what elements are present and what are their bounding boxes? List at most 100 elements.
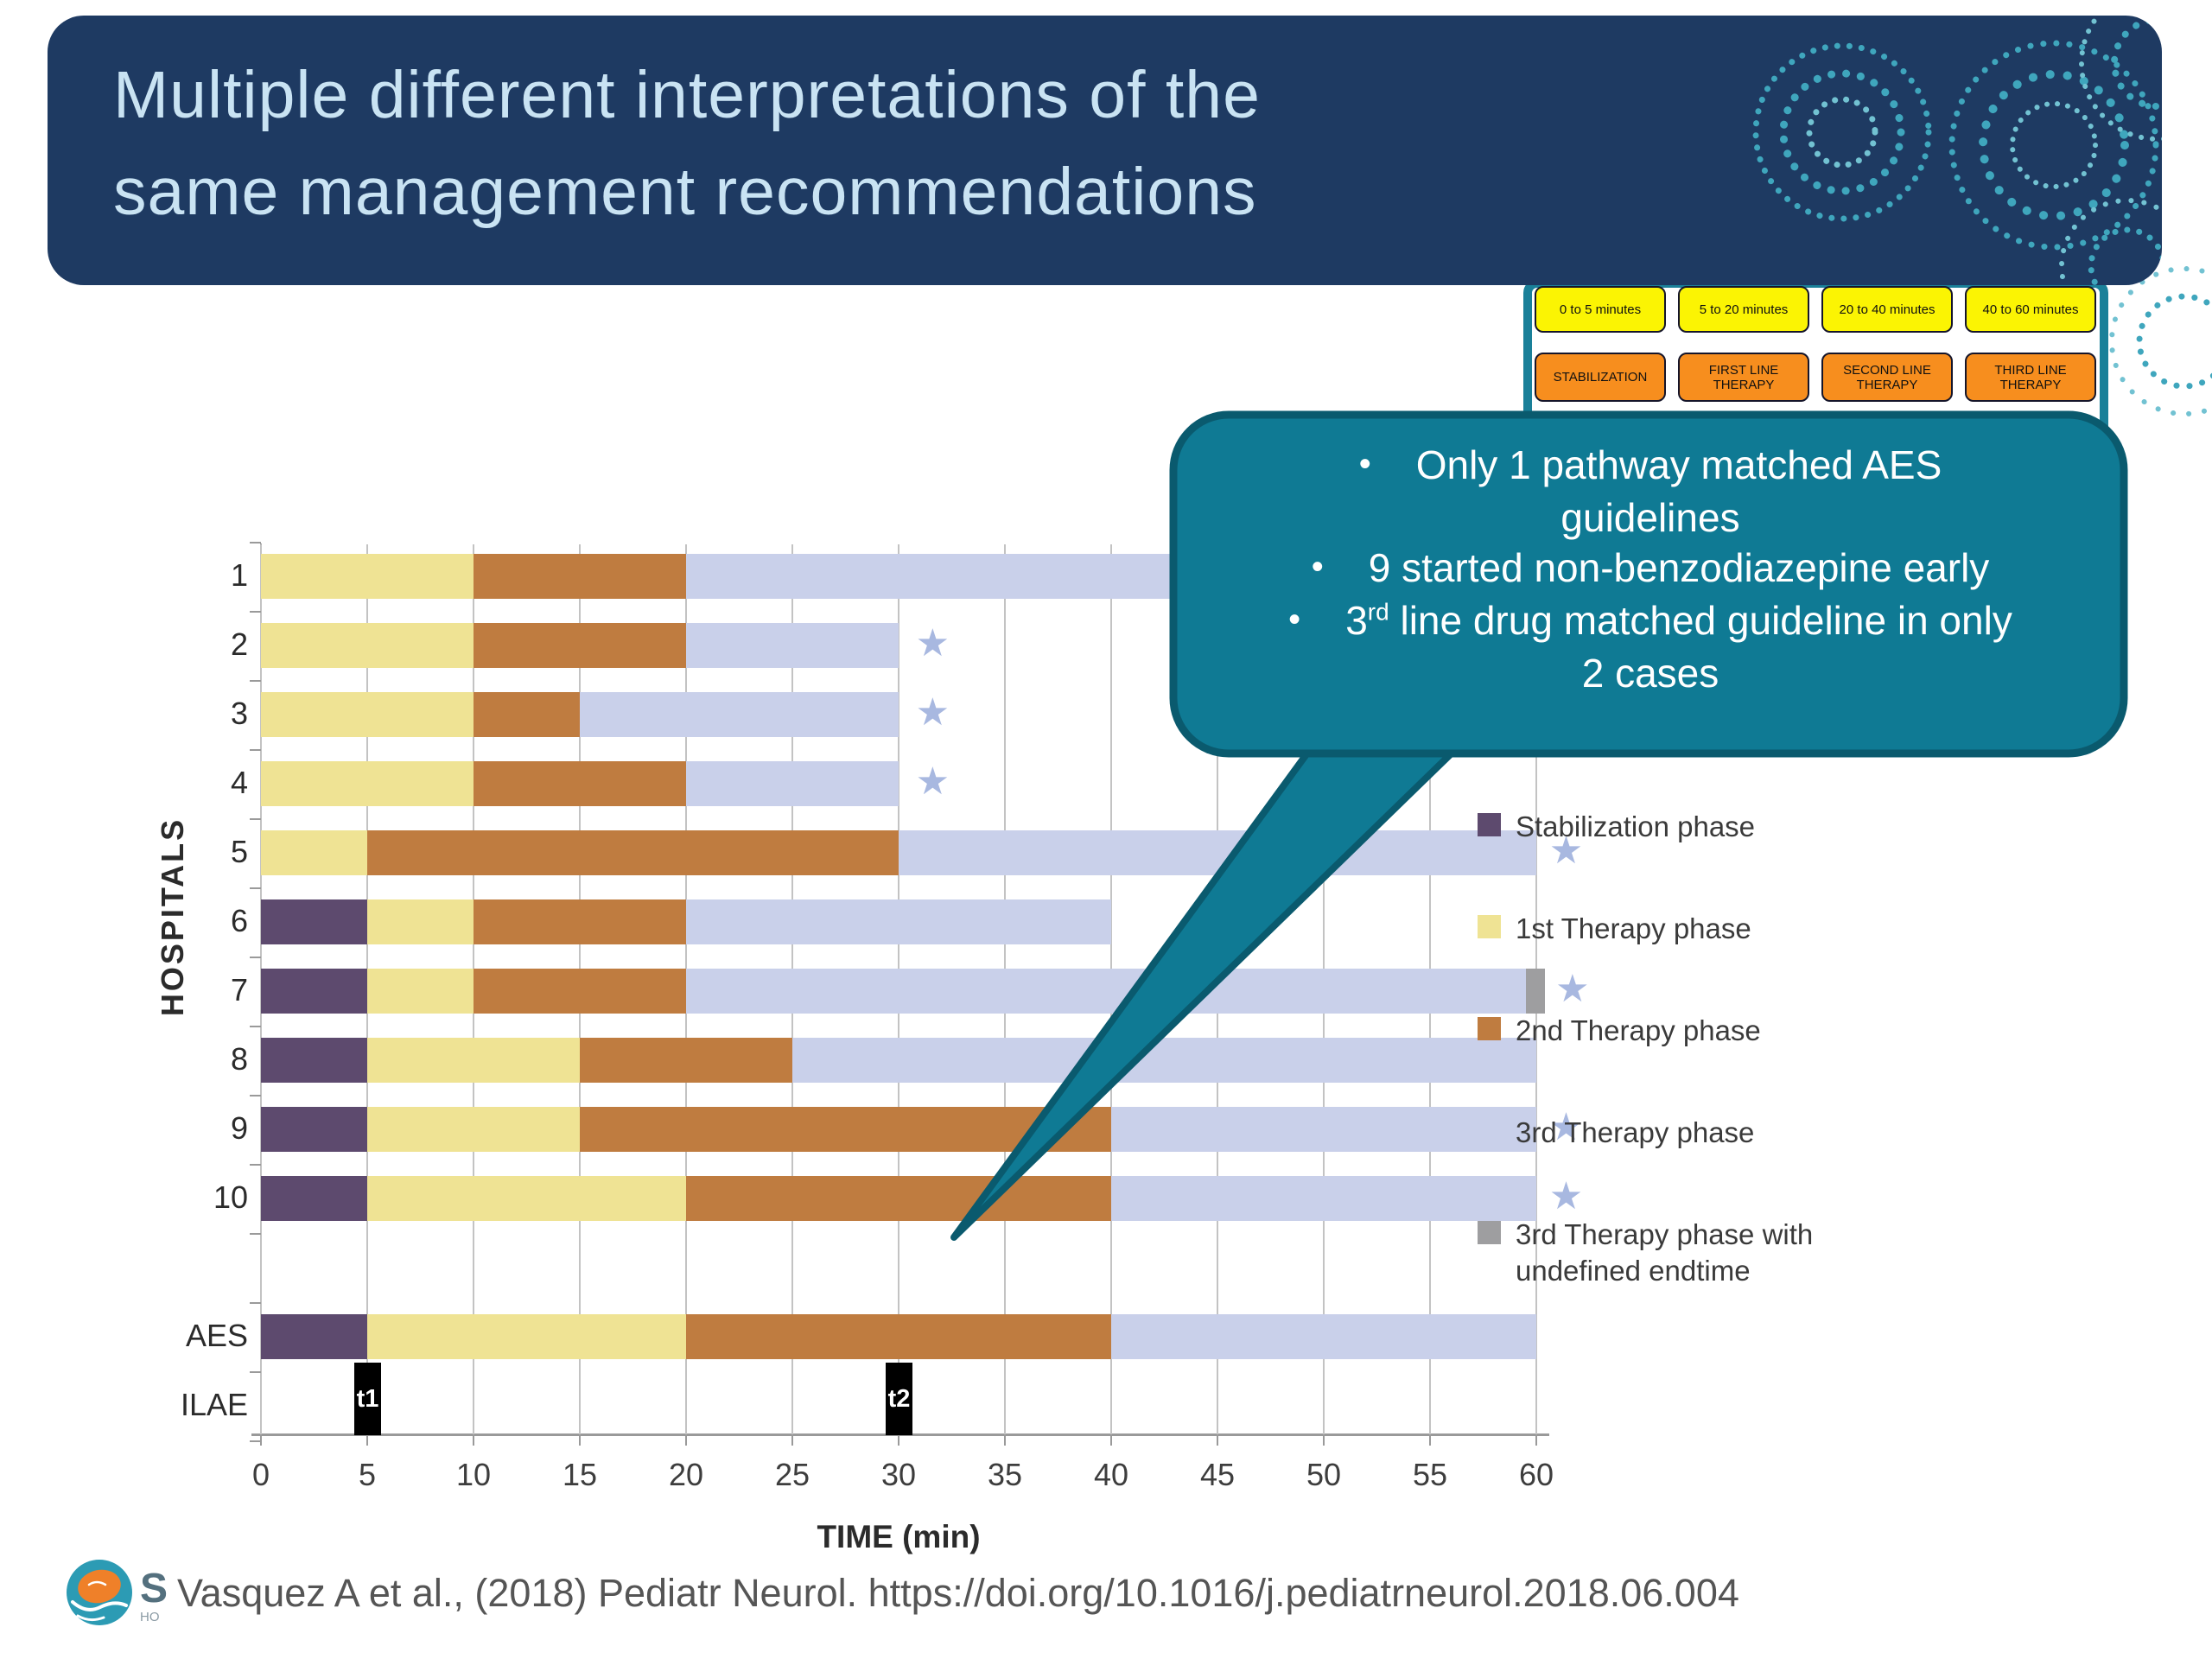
y-axis-tick	[250, 680, 261, 682]
x-tick-label: 50	[1306, 1457, 1342, 1492]
bar-segment-2nd-row-5	[367, 830, 899, 875]
bar-segment-3rd-row-aes	[1111, 1314, 1536, 1359]
callout-bullet-1-wrap: guidelines	[1560, 495, 1740, 540]
bar-segment-1st-row-6	[367, 899, 474, 944]
bar-segment-3rd-row-3	[580, 692, 899, 737]
callout-bullet-3-wrap: 2 cases	[1581, 651, 1719, 696]
row-label-8: 8	[230, 1041, 248, 1077]
y-axis-tick	[250, 957, 261, 958]
x-axis-title: TIME (min)	[817, 1519, 981, 1554]
legend-swatch-2nd-therapy	[1478, 1017, 1501, 1040]
x-axis-tick	[473, 1434, 474, 1446]
bar-segment-3rd-row-4	[686, 761, 899, 806]
bar-segment-3rd-row-8	[792, 1038, 1536, 1083]
bar-segment-1st-row-8	[367, 1038, 580, 1083]
row-label-2: 2	[230, 626, 248, 662]
bullet-icon: •	[1288, 601, 1301, 639]
x-axis-tick	[1217, 1434, 1218, 1446]
time-box-1: 0 to 5 minutes	[1535, 286, 1666, 333]
time-box-3: 20 to 40 minutes	[1821, 286, 1953, 333]
y-axis-tick	[250, 749, 261, 751]
legend-swatch-3rd-therapy	[1478, 1119, 1501, 1142]
legend-label: Stabilization phase	[1516, 810, 1756, 842]
y-axis-tick	[250, 1371, 261, 1373]
y-axis-tick	[250, 1302, 261, 1304]
star-icon: ★	[1548, 830, 1584, 872]
x-tick-label: 15	[562, 1457, 598, 1492]
bar-segment-1st-row-3	[261, 692, 474, 737]
bar-segment-stab-row-8	[261, 1038, 367, 1083]
x-tick-label: 25	[774, 1457, 810, 1492]
citation-text: Vasquez A et al., (2018) Pediatr Neurol.…	[177, 1571, 1739, 1615]
row-label-aes: AES	[185, 1318, 248, 1353]
bar-segment-stab-row-7	[261, 969, 367, 1014]
bar-segment-1st-row-2	[261, 623, 474, 668]
callout-text: • Only 1 pathway matched AES guidelines •…	[1203, 440, 2098, 698]
bar-segment-1st-row-9	[367, 1107, 580, 1152]
x-axis-tick	[579, 1434, 581, 1446]
legend-swatch-1st-therapy	[1478, 915, 1501, 938]
bar-segment-3rd-row-7	[686, 969, 1526, 1014]
y-axis-tick	[250, 1164, 261, 1166]
row-label-7: 7	[230, 972, 248, 1007]
row-label-4: 4	[230, 765, 248, 800]
bar-segment-3rd-row-6	[686, 899, 1111, 944]
bullet-icon: •	[1358, 445, 1371, 483]
dotted-circle-decoration	[2109, 266, 2212, 416]
bar-segment-stab-row-aes	[261, 1314, 367, 1359]
slide-header: Multiple different interpretations of th…	[48, 16, 2162, 285]
star-icon: ★	[915, 760, 950, 803]
row-label-6: 6	[230, 903, 248, 938]
page-title: Multiple different interpretations of th…	[113, 47, 1261, 240]
row-label-9: 9	[230, 1110, 248, 1146]
row-label-5: 5	[230, 834, 248, 869]
callout-bullet-1: • Only 1 pathway matched AES	[1203, 440, 2098, 493]
bar-segment-2nd-row-10	[686, 1176, 1111, 1221]
y-axis-tick	[250, 611, 261, 613]
x-tick-label: 35	[987, 1457, 1023, 1492]
y-axis-tick	[250, 818, 261, 820]
bar-segment-2nd-row-aes	[686, 1314, 1111, 1359]
legend-label: 1st Therapy phase	[1516, 912, 1751, 944]
x-axis-tick	[366, 1434, 368, 1446]
time-box-4: 40 to 60 minutes	[1965, 286, 2096, 333]
y-axis-tick	[250, 1026, 261, 1027]
x-tick-label: 40	[1093, 1457, 1129, 1492]
x-tick-label: 30	[880, 1457, 917, 1492]
phase-box-1: STABILIZATION	[1535, 353, 1666, 402]
bar-segment-2nd-row-7	[474, 969, 686, 1014]
row-label-ilae: ILAE	[180, 1387, 248, 1422]
star-icon: ★	[1548, 1106, 1584, 1148]
x-axis-tick	[1429, 1434, 1431, 1446]
bar-segment-1st-row-aes	[367, 1314, 686, 1359]
bar-segment-2nd-row-2	[474, 623, 686, 668]
x-axis-tick	[685, 1434, 687, 1446]
x-axis-tick	[1110, 1434, 1112, 1446]
x-tick-label: 5	[358, 1457, 377, 1492]
y-axis-tick	[250, 1095, 261, 1096]
x-axis-tick	[791, 1434, 793, 1446]
y-axis-tick	[250, 1440, 261, 1442]
x-tick-label: 60	[1518, 1457, 1554, 1492]
bar-segment-3rd-row-5	[899, 830, 1536, 875]
x-tick-label: 20	[668, 1457, 704, 1492]
x-tick-label: 45	[1199, 1457, 1236, 1492]
logo-partial-letter: S	[140, 1566, 168, 1611]
y-axis-tick	[250, 887, 261, 889]
star-icon: ★	[1548, 1175, 1584, 1217]
phase-box-4: THIRD LINE THERAPY	[1965, 353, 2096, 402]
legend-swatch-3rd-therapy-undefined	[1478, 1221, 1501, 1244]
bar-segment-stab-row-10	[261, 1176, 367, 1221]
star-icon: ★	[1555, 968, 1590, 1010]
ilae-marker-t1: t1	[354, 1363, 381, 1435]
bar-segment-2nd-row-6	[474, 899, 686, 944]
bar-segment-2nd-row-9	[580, 1107, 1111, 1152]
bar-segment-2nd-row-4	[474, 761, 686, 806]
hospital-logo: S HO	[67, 1560, 168, 1625]
bar-segment-3rd-row-2	[686, 623, 899, 668]
bar-segment-1st-row-1	[261, 554, 474, 599]
bar-segment-2nd-row-3	[474, 692, 580, 737]
legend-label: 3rd Therapy phase with undefined endtime	[1516, 1218, 1814, 1287]
bar-segment-1st-row-7	[367, 969, 474, 1014]
